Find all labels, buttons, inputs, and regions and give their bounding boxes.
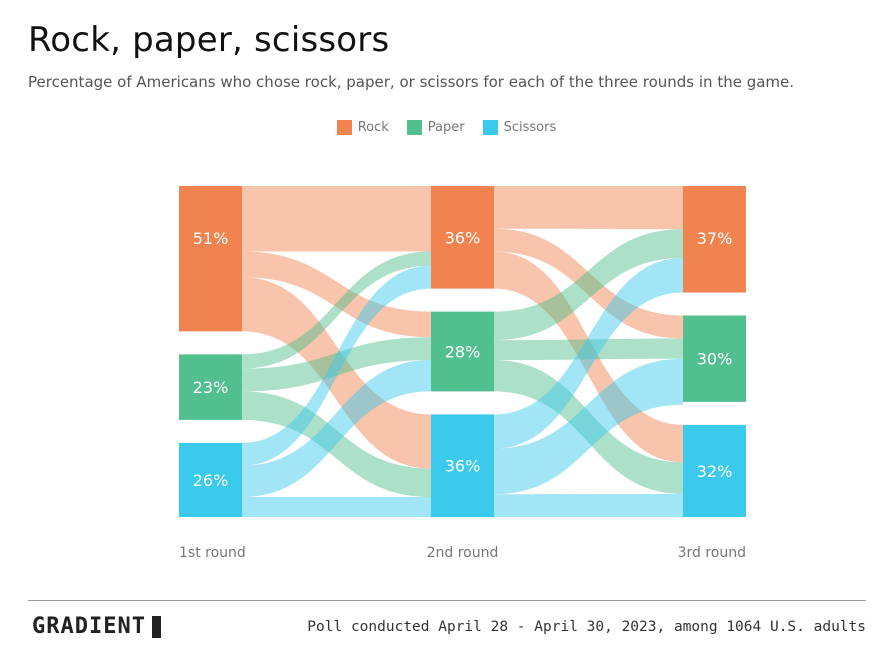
brand-logo: GRADIENT xyxy=(32,614,161,639)
legend-label-paper: Paper xyxy=(427,120,465,135)
flow-paper-to-rock-stage-2 xyxy=(494,229,683,341)
chart-subtitle: Percentage of Americans who chose rock, … xyxy=(28,73,795,91)
node-rock-round-1 xyxy=(179,186,242,332)
stage-label-3: 3rd round xyxy=(678,545,746,561)
node-label-paper-round-1: 23% xyxy=(193,378,229,397)
node-paper-round-2 xyxy=(431,311,494,392)
node-paper-round-1 xyxy=(179,354,242,420)
flow-paper-to-rock-stage-1 xyxy=(242,251,431,369)
legend-label-scissors: Scissors xyxy=(503,120,557,135)
sankey-chart: 51% 23% 26% 36% 28% 36% 37% 30% 32% 1st round 2nd … xyxy=(179,186,746,561)
node-scissors-round-1 xyxy=(179,442,242,517)
legend-swatch-scissors xyxy=(482,120,498,135)
flow-scissors-to-paper-stage-2 xyxy=(494,358,683,495)
chart-title: Rock, paper, scissors xyxy=(28,20,390,60)
flow-paper-to-scissors-stage-1 xyxy=(242,391,431,498)
node-label-paper-round-3: 30% xyxy=(697,350,733,369)
node-label-scissors-round-3: 32% xyxy=(697,462,733,481)
legend-item-rock: Rock xyxy=(336,120,389,135)
flow-scissors-to-scissors-stage-2 xyxy=(494,493,683,517)
flow-paper-to-scissors-stage-2 xyxy=(494,360,683,494)
legend-item-scissors: Scissors xyxy=(482,120,557,135)
flow-paper-to-paper-stage-2 xyxy=(494,338,683,361)
stage-label-2: 2nd round xyxy=(427,545,499,561)
links-layer xyxy=(242,186,683,517)
node-label-scissors-round-1: 26% xyxy=(193,471,229,490)
footer-divider xyxy=(28,600,866,601)
node-rock-round-2 xyxy=(431,186,494,289)
flow-rock-to-rock-stage-2 xyxy=(494,186,683,230)
node-label-rock-round-2: 36% xyxy=(445,228,481,247)
flow-paper-to-paper-stage-1 xyxy=(242,337,431,392)
node-paper-round-3 xyxy=(683,315,746,402)
node-label-rock-round-1: 51% xyxy=(193,229,229,248)
chart-legend: Rock Paper Scissors xyxy=(0,120,893,135)
legend-label-rock: Rock xyxy=(357,120,389,135)
nodes-layer xyxy=(179,186,746,517)
legend-swatch-paper xyxy=(406,120,422,135)
legend-item-paper: Paper xyxy=(406,120,465,135)
flow-scissors-to-scissors-stage-1 xyxy=(242,497,431,517)
labels-layer: 51% 23% 26% 36% 28% 36% 37% 30% 32% 1st round 2nd … xyxy=(179,228,746,561)
node-scissors-round-3 xyxy=(683,424,746,517)
flow-rock-to-scissors-stage-1 xyxy=(242,277,431,469)
brand-logo-text: GRADIENT xyxy=(32,614,146,639)
source-note: Poll conducted April 28 - April 30, 2023… xyxy=(307,619,866,635)
flow-rock-to-rock-stage-1 xyxy=(242,186,431,252)
flow-scissors-to-rock-stage-2 xyxy=(494,257,683,449)
node-label-rock-round-3: 37% xyxy=(697,229,733,248)
flow-rock-to-scissors-stage-2 xyxy=(494,251,683,463)
brand-logo-mark xyxy=(151,615,161,638)
flow-rock-to-paper-stage-1 xyxy=(242,251,431,338)
node-label-paper-round-2: 28% xyxy=(445,343,481,362)
node-scissors-round-2 xyxy=(431,414,494,517)
node-rock-round-3 xyxy=(683,186,746,293)
node-label-scissors-round-2: 36% xyxy=(445,457,481,476)
flow-scissors-to-paper-stage-1 xyxy=(242,360,431,498)
legend-swatch-rock xyxy=(336,120,352,135)
stage-label-1: 1st round xyxy=(179,545,246,561)
flow-scissors-to-rock-stage-1 xyxy=(242,265,431,466)
flow-rock-to-paper-stage-2 xyxy=(494,228,683,339)
